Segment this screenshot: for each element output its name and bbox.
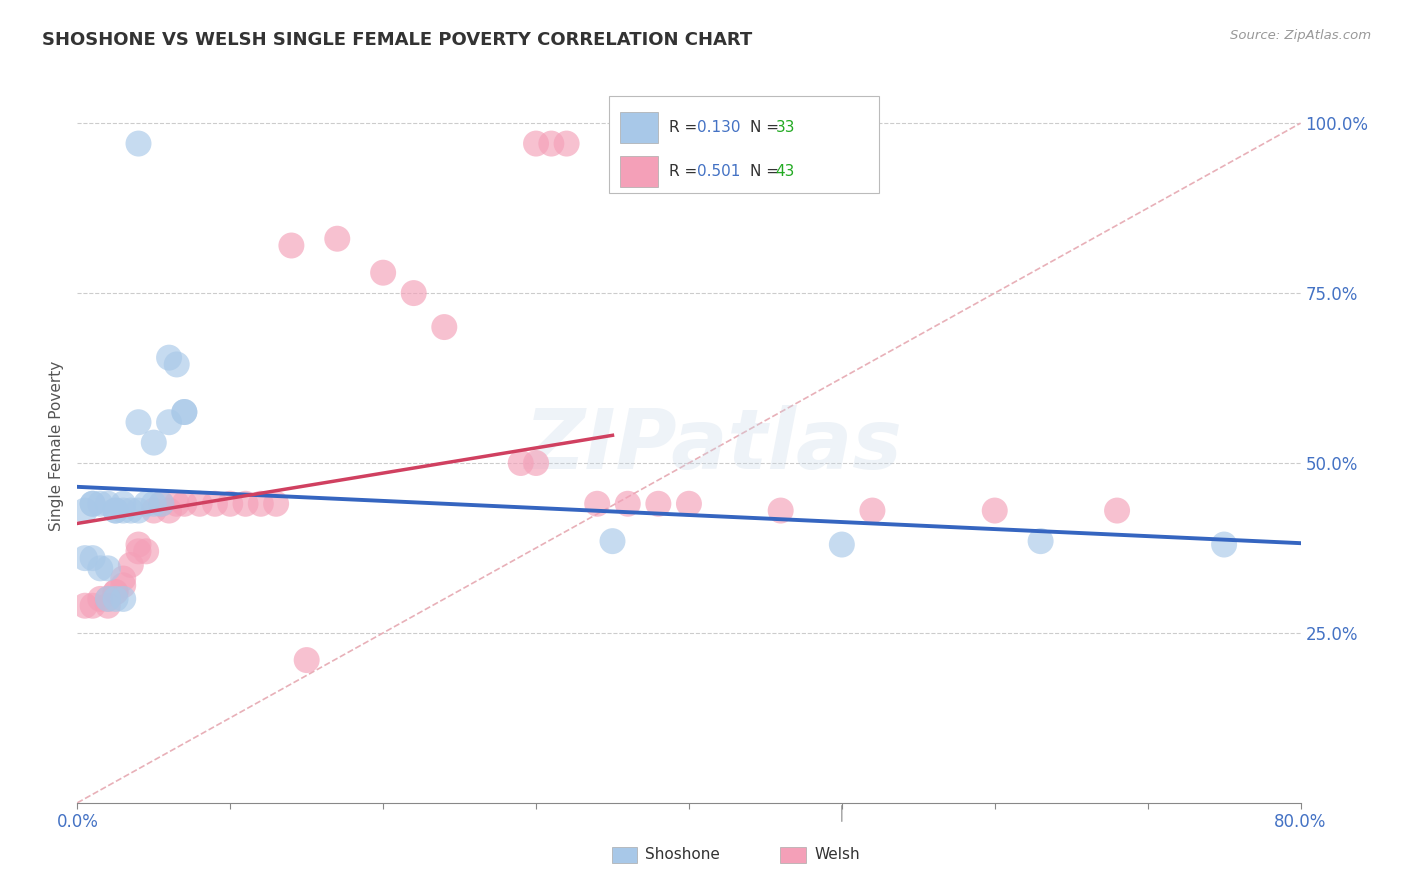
Point: [524, 136, 547, 151]
Point: [104, 503, 127, 517]
Point: [862, 503, 884, 517]
Point: [97, 599, 120, 613]
Text: R =: R =: [669, 120, 702, 135]
Point: [371, 266, 394, 280]
Text: Welsh: Welsh: [814, 847, 859, 862]
Point: [157, 351, 180, 365]
Point: [128, 503, 150, 517]
Text: 0.130: 0.130: [697, 120, 740, 135]
Text: 33: 33: [776, 120, 794, 135]
Point: [142, 497, 165, 511]
Point: [97, 497, 120, 511]
Point: [112, 497, 135, 511]
Point: [524, 456, 547, 470]
Point: [280, 238, 302, 252]
Point: [509, 456, 531, 470]
Point: [250, 497, 273, 511]
Text: R =: R =: [669, 164, 702, 179]
Point: [204, 497, 226, 511]
Point: [326, 232, 349, 246]
Point: [128, 544, 150, 558]
Point: [104, 585, 127, 599]
Point: [73, 551, 96, 566]
Point: [433, 320, 456, 334]
Point: [97, 591, 120, 606]
Point: [831, 537, 853, 551]
Point: [112, 591, 135, 606]
Point: [1213, 537, 1236, 551]
Point: [157, 415, 180, 429]
Point: [555, 136, 578, 151]
Text: 43: 43: [776, 164, 794, 179]
Point: [173, 497, 195, 511]
Point: [173, 405, 195, 419]
Point: [104, 591, 127, 606]
Point: [142, 435, 165, 450]
Point: [112, 503, 135, 517]
Point: [1029, 534, 1052, 549]
Text: 0.501: 0.501: [697, 164, 740, 179]
Point: [73, 599, 96, 613]
Point: [219, 497, 242, 511]
Point: [104, 585, 127, 599]
Point: [82, 599, 104, 613]
Point: [173, 405, 195, 419]
Point: [166, 497, 188, 511]
Point: [128, 136, 150, 151]
Point: [112, 572, 135, 586]
Point: [89, 561, 111, 575]
Text: ZIPatlas: ZIPatlas: [524, 406, 903, 486]
Point: [97, 591, 120, 606]
Point: [150, 497, 173, 511]
Text: Shoshone: Shoshone: [645, 847, 720, 862]
Point: [647, 497, 669, 511]
Point: [89, 497, 111, 511]
Point: [617, 497, 640, 511]
Point: [89, 591, 111, 606]
Point: [1107, 503, 1129, 517]
Point: [678, 497, 700, 511]
Text: N =: N =: [751, 164, 785, 179]
Point: [157, 503, 180, 517]
Point: [104, 503, 127, 517]
Point: [235, 497, 257, 511]
Point: [135, 497, 157, 511]
Point: [120, 558, 142, 572]
Point: [188, 497, 211, 511]
Text: SHOSHONE VS WELSH SINGLE FEMALE POVERTY CORRELATION CHART: SHOSHONE VS WELSH SINGLE FEMALE POVERTY …: [42, 31, 752, 49]
Text: Source: ZipAtlas.com: Source: ZipAtlas.com: [1230, 29, 1371, 42]
Point: [135, 544, 157, 558]
Point: [264, 497, 287, 511]
Point: [112, 578, 135, 592]
Point: [402, 286, 425, 301]
Point: [295, 653, 318, 667]
Point: [128, 415, 150, 429]
Point: [166, 358, 188, 372]
Point: [769, 503, 792, 517]
Point: [150, 497, 173, 511]
Text: N =: N =: [751, 120, 785, 135]
Point: [540, 136, 562, 151]
Point: [82, 497, 104, 511]
Point: [586, 497, 609, 511]
Point: [128, 537, 150, 551]
Y-axis label: Single Female Poverty: Single Female Poverty: [49, 361, 65, 531]
Point: [984, 503, 1007, 517]
Point: [97, 561, 120, 575]
Point: [120, 503, 142, 517]
Point: [142, 503, 165, 517]
Point: [82, 497, 104, 511]
Point: [602, 534, 624, 549]
Point: [73, 503, 96, 517]
Point: [82, 551, 104, 566]
